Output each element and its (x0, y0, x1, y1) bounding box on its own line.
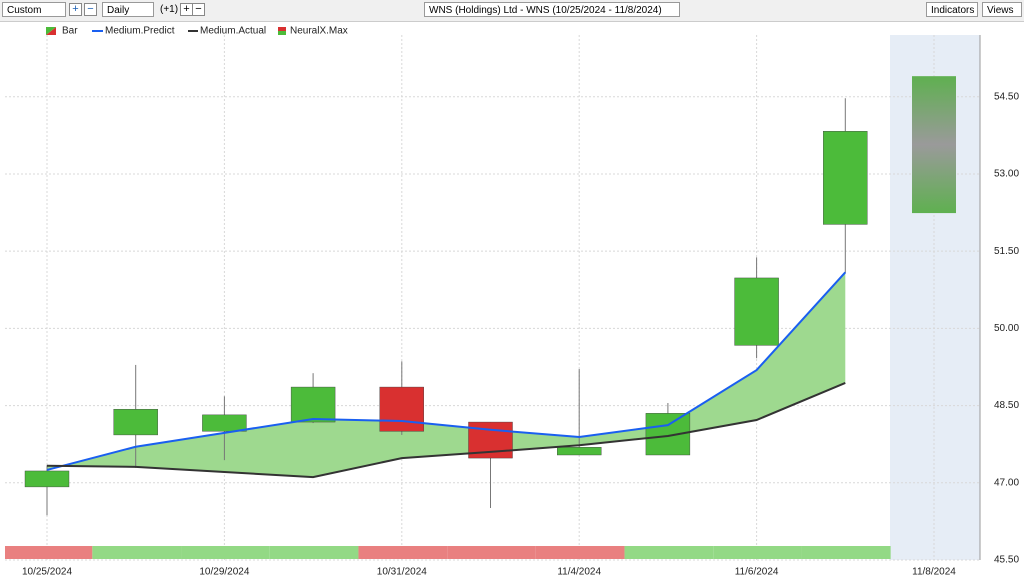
legend-label: Medium.Predict (105, 26, 175, 37)
y-tick-label: 54.50 (994, 91, 1019, 102)
signal-cell (5, 546, 93, 559)
y-tick-label: 45.50 (994, 555, 1019, 566)
legend-icon (46, 27, 56, 35)
x-tick-label: 10/25/2024 (22, 567, 72, 578)
legend-label: Medium.Actual (200, 26, 266, 37)
candle-body (290, 386, 336, 423)
legend-label: NeuralX.Max (290, 26, 348, 37)
signal-cell (713, 546, 802, 559)
x-tick-label: 11/8/2024 (912, 567, 956, 578)
toolbar: Custom + − Daily (+1) + − WNS (Holdings)… (0, 0, 1024, 22)
y-tick-label: 48.50 (994, 400, 1019, 411)
views-button[interactable]: Views (982, 2, 1022, 17)
x-tick-label: 11/4/2024 (557, 567, 601, 578)
legend: Bar Medium.Predict Medium.Actual NeuralX… (46, 26, 348, 37)
signal-cell (181, 546, 270, 559)
x-tick-label: 10/29/2024 (199, 567, 249, 578)
candle-body (113, 408, 158, 436)
legend-label: Bar (62, 26, 78, 37)
candle-body (379, 386, 424, 432)
y-tick-label: 51.50 (994, 246, 1019, 257)
signal-cell (624, 546, 714, 559)
x-tick-label: 11/6/2024 (735, 567, 779, 578)
series-line (46, 271, 847, 471)
spread-area (47, 272, 846, 478)
zoom-in[interactable]: + (69, 3, 82, 16)
period-select[interactable]: Custom (2, 2, 66, 17)
y-tick-label: 47.00 (994, 477, 1019, 488)
y-tick-label: 50.00 (994, 323, 1019, 334)
signal-cell (801, 546, 891, 559)
candle-body (734, 277, 779, 346)
y-tick-label: 53.00 (994, 169, 1019, 180)
candle-body (202, 414, 247, 432)
offset-label: (+1) (160, 4, 179, 15)
series-line (46, 382, 846, 479)
signal-cell (535, 546, 625, 559)
signal-cell (447, 546, 536, 559)
interval-select[interactable]: Daily (102, 2, 154, 17)
indicators-button[interactable]: Indicators (926, 2, 978, 17)
signal-cell (92, 546, 182, 559)
zoom-out[interactable]: − (84, 3, 97, 16)
candle-body (24, 470, 70, 488)
signal-cell (269, 546, 359, 559)
signal-cell (358, 546, 448, 559)
x-tick-label: 10/31/2024 (377, 567, 427, 578)
offset-minus[interactable]: − (192, 3, 205, 16)
forecast-range (912, 76, 956, 214)
legend-icon (278, 27, 286, 31)
candle-body (823, 131, 868, 225)
symbol-box[interactable]: WNS (Holdings) Ltd - WNS (10/25/2024 - 1… (424, 2, 680, 17)
candle-body (557, 447, 602, 456)
legend-icon (278, 31, 286, 35)
